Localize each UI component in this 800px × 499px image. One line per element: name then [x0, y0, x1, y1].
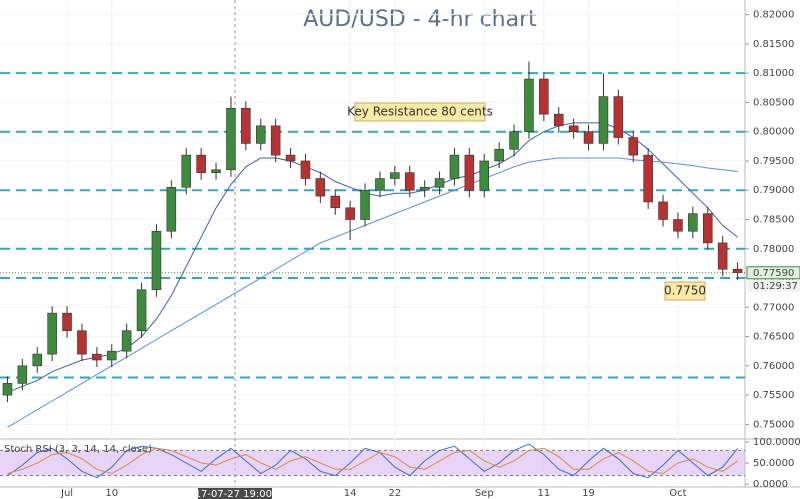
y-tick-label: 0.81000 — [753, 68, 794, 79]
candle-body — [524, 78, 534, 132]
y-tick-label: 50.0000 — [753, 458, 794, 469]
annotation: 0.7750 — [664, 284, 706, 298]
candle-body — [732, 268, 743, 274]
oscillator-title: Stoch RSI (3, 3, 14, 14, close) — [4, 444, 152, 455]
candle-body — [553, 113, 564, 127]
candle-body — [32, 353, 43, 367]
y-tick-label: 0.79500 — [753, 156, 794, 167]
candle-body — [583, 131, 594, 144]
candle-body — [211, 169, 221, 173]
indicator-line — [7, 157, 738, 428]
candle-body — [375, 178, 385, 191]
candle-body — [330, 195, 341, 209]
candle-body — [345, 207, 355, 220]
y-tick-label: 0.78000 — [753, 244, 794, 255]
candle-body — [404, 172, 415, 191]
candle-body — [181, 154, 192, 188]
oscillator-band — [0, 450, 745, 476]
y-tick-label: 0.77000 — [753, 302, 794, 313]
countdown-label: 01:29:37 — [753, 281, 798, 292]
candle-body — [598, 96, 609, 144]
candle-body — [62, 312, 72, 332]
candle-body — [226, 107, 236, 171]
candle-body — [255, 125, 266, 144]
x-tick-label: 19 — [582, 488, 595, 499]
candle-body — [568, 125, 579, 132]
candle-body — [390, 172, 400, 179]
candle-body — [300, 160, 311, 179]
x-tick-label: Oct — [669, 488, 686, 499]
candle-body — [539, 78, 549, 115]
indicator-line — [7, 443, 738, 479]
x-tick-label: 14 — [344, 488, 357, 499]
candle-body — [77, 330, 87, 355]
candle-body — [270, 125, 281, 156]
y-tick-label: 0.80000 — [753, 127, 794, 138]
candle-body — [121, 330, 132, 352]
candle-body — [464, 154, 475, 191]
candle-body — [2, 383, 13, 396]
candle-body — [658, 201, 668, 220]
candle-body — [688, 213, 698, 232]
candle-body — [136, 289, 147, 332]
y-tick-label: 0.78500 — [753, 215, 794, 226]
candle-body — [106, 350, 117, 361]
x-tick-label: 10 — [105, 488, 118, 499]
candle-body — [241, 107, 251, 144]
candle-body — [449, 154, 460, 179]
chart-title: AUD/USD - 4-hr chart — [303, 7, 537, 32]
countdown-tag — [747, 279, 800, 292]
price-tag-label: 0.77590 — [753, 268, 794, 279]
candle-body — [151, 230, 162, 291]
x-tick-label: 22 — [388, 488, 401, 499]
candle-body — [717, 242, 728, 270]
crosshair-label-box — [198, 488, 272, 499]
candle-body — [315, 178, 326, 197]
crosshair-label: 2017-07-27 19:00:00 — [182, 489, 288, 499]
y-tick-label: 0.0000 — [753, 479, 788, 490]
candle-body — [92, 353, 102, 361]
candle-body — [419, 187, 430, 191]
candle-body — [166, 187, 177, 232]
annotation-box — [354, 102, 486, 122]
candle-body — [643, 154, 653, 203]
candle-body — [613, 96, 624, 138]
y-tick-label: 0.79000 — [753, 185, 794, 196]
y-tick-label: 0.82000 — [753, 10, 794, 21]
y-tick-label: 0.76500 — [753, 332, 794, 343]
candle-body — [479, 160, 490, 191]
price-tag — [746, 266, 800, 280]
indicator-line — [7, 447, 738, 475]
y-tick-label: 0.80500 — [753, 97, 794, 108]
x-tick-label: Jul — [60, 488, 73, 499]
candle-body — [494, 148, 504, 162]
candle-body — [702, 213, 713, 244]
y-tick-label: 0.75000 — [753, 419, 794, 430]
x-tick-label: 11 — [537, 488, 550, 499]
candle-body — [196, 154, 206, 173]
y-tick-label: 0.75500 — [753, 390, 794, 401]
annotation: Key Resistance 80 cents — [347, 105, 493, 119]
y-tick-label: 0.81500 — [753, 39, 794, 50]
candle-body — [360, 189, 370, 220]
candle-body — [673, 219, 683, 232]
candle-body — [509, 131, 519, 150]
candle-body — [47, 312, 57, 355]
candle-body — [628, 137, 639, 156]
y-tick-label: 0.76000 — [753, 361, 794, 372]
candle-body — [434, 178, 445, 188]
x-tick-label: Sep — [475, 488, 494, 499]
candle-body — [285, 154, 296, 162]
annotation-box — [664, 281, 706, 301]
candle-body — [17, 365, 28, 384]
y-tick-label: 100.0000 — [753, 437, 800, 448]
